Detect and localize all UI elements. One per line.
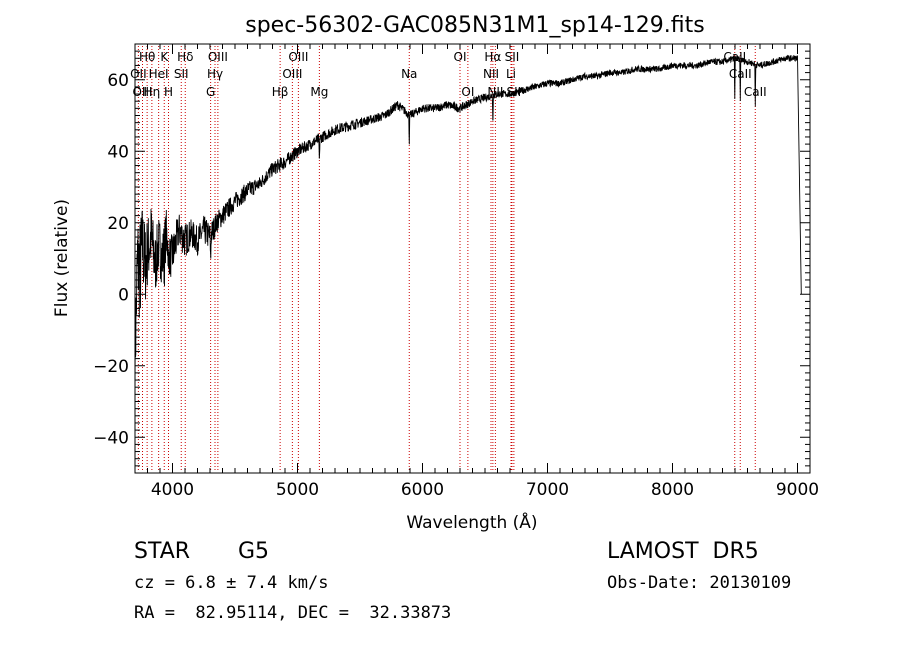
- y-tick-label: −20: [93, 357, 129, 377]
- x-axis-label: Wavelength (Å): [406, 511, 537, 533]
- y-tick-labels: −40 −20 0 20 40 60: [93, 71, 129, 449]
- x-tick-label: 8000: [651, 480, 694, 500]
- x-tick-label: 7000: [526, 480, 569, 500]
- coordinates: RA = 82.95114, DEC = 32.33873: [134, 603, 452, 623]
- line-label: OIII: [288, 50, 308, 64]
- plot-frame: [134, 43, 811, 474]
- x-tick-label: 5000: [276, 480, 319, 500]
- line-label: Li: [506, 67, 516, 81]
- line-label: HeI: [149, 67, 169, 81]
- line-label: CaII: [723, 50, 746, 64]
- line-label: SII: [505, 50, 520, 64]
- x-tick-label: 9000: [776, 480, 819, 500]
- line-label: H: [164, 85, 173, 99]
- line-label: SII: [174, 67, 189, 81]
- object-subclass: G5: [238, 539, 270, 564]
- y-tick-label: 40: [107, 142, 129, 162]
- line-label: Hδ: [177, 50, 193, 64]
- x-tick-label: 6000: [401, 480, 444, 500]
- object-class: STAR: [134, 539, 191, 564]
- y-axis-label: Flux (relative): [52, 199, 72, 317]
- y-tick-label: 20: [107, 214, 129, 234]
- redshift-velocity: cz = 6.8 ± 7.4 km/s: [134, 573, 329, 593]
- y-tick-label: −40: [93, 428, 129, 448]
- line-label: K: [160, 50, 169, 64]
- y-tick-label: 60: [107, 71, 129, 91]
- x-tick-label: 4000: [151, 480, 194, 500]
- line-labels: Hθ OII OIII K HeI Hη H Hδ SII OIII Hγ G OIII OIII Hβ Mg…: [130, 50, 767, 99]
- line-label: CaII: [729, 67, 752, 81]
- survey-name: LAMOST DR5: [607, 539, 759, 564]
- line-label: OI: [461, 85, 474, 99]
- observation-date: Obs-Date: 20130109: [607, 573, 792, 593]
- line-label: Mg: [310, 85, 328, 99]
- line-label: OI: [454, 50, 467, 64]
- line-label: CaII: [744, 85, 767, 99]
- line-label: OIII: [132, 85, 152, 99]
- axis-ticks: [134, 43, 811, 474]
- line-label: SII: [507, 85, 522, 99]
- spectrum-series: [134, 54, 802, 402]
- line-label: G: [206, 85, 215, 99]
- line-label: Hη: [144, 85, 161, 99]
- x-tick-labels: 4000 5000 6000 7000 8000 9000: [151, 480, 819, 500]
- line-label: Hγ: [207, 67, 223, 81]
- line-label: OIII: [208, 50, 228, 64]
- line-label: NII: [483, 67, 499, 81]
- spectrum-line: [134, 54, 802, 402]
- line-label: OII: [130, 67, 147, 81]
- line-label: NII: [487, 85, 503, 99]
- line-label: OIII: [282, 67, 302, 81]
- line-label: Hθ: [139, 50, 155, 64]
- line-label: Hα: [484, 50, 501, 64]
- chart-title: spec-56302-GAC085N31M1_sp14-129.fits: [245, 13, 705, 38]
- y-tick-label: 0: [118, 285, 129, 305]
- emission-line-markers: [137, 46, 756, 472]
- line-label: Hβ: [272, 85, 289, 99]
- line-label: Na: [401, 67, 417, 81]
